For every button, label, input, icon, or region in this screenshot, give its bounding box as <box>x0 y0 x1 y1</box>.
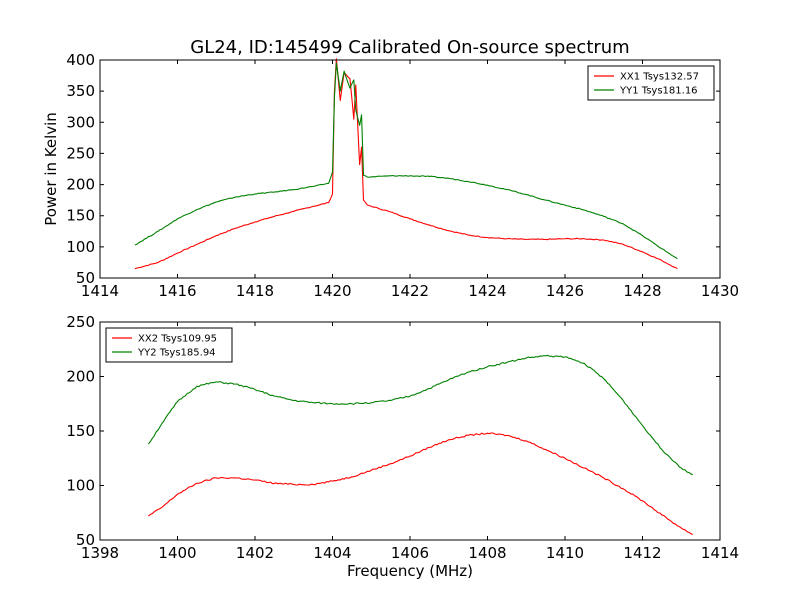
x-tick-label: 1422 <box>391 282 429 300</box>
x-tick-label: 1426 <box>546 282 584 300</box>
y-tick-label: 100 <box>66 477 95 495</box>
series-line-yy1 <box>134 62 678 260</box>
x-tick-label: 1414 <box>81 282 119 300</box>
y-tick-label: 350 <box>66 82 95 100</box>
figure-title: GL24, ID:145499 Calibrated On-source spe… <box>190 37 629 58</box>
y-tick-label: 150 <box>66 422 95 440</box>
legend-label: YY2 Tsys185.94 <box>137 348 216 359</box>
legend-box <box>587 65 715 101</box>
series-line-yy2 <box>148 354 694 476</box>
y-tick-label: 150 <box>66 207 95 225</box>
y-tick-label: 200 <box>66 176 95 194</box>
legend: XX1 Tsys132.57 YY1 Tsys181.16 <box>587 65 715 101</box>
y-tick-label: 50 <box>76 531 95 549</box>
bottom-spectrum-panel: 1398 1400 1402 1404 1406 1408 1410 1412 1414 50 10… <box>66 313 739 580</box>
y-tick-label: 400 <box>66 51 95 69</box>
x-tick-label: 1400 <box>158 544 196 562</box>
legend-label: XX2 Tsys109.95 <box>138 334 217 345</box>
x-tick-label: 1418 <box>236 282 274 300</box>
series-line-xx2 <box>148 432 694 536</box>
legend-box <box>105 327 233 363</box>
x-tick-label: 1420 <box>313 282 351 300</box>
x-tick-label: 1428 <box>623 282 661 300</box>
x-tick-label: 1424 <box>468 282 506 300</box>
x-tick-label: 1406 <box>391 544 429 562</box>
y-tick-label: 250 <box>66 313 95 331</box>
top-spectrum-panel: 1414 1416 1418 1420 1422 1424 1426 1428 1430 50 10… <box>42 51 739 300</box>
x-tick-label: 1414 <box>701 544 739 562</box>
legend-label: YY1 Tsys181.16 <box>619 86 698 97</box>
series-line-xx1 <box>134 58 678 270</box>
x-tick-label: 1408 <box>468 544 506 562</box>
x-tick-label: 1402 <box>236 544 274 562</box>
y-axis-label: Power in Kelvin <box>42 112 60 226</box>
y-tick-label: 50 <box>76 269 95 287</box>
legend-label: XX1 Tsys132.57 <box>620 72 699 83</box>
x-tick-label: 1416 <box>158 282 196 300</box>
x-tick-label: 1412 <box>623 544 661 562</box>
legend: XX2 Tsys109.95 YY2 Tsys185.94 <box>105 327 233 363</box>
y-tick-label: 300 <box>66 113 95 131</box>
x-tick-label: 1410 <box>546 544 584 562</box>
y-tick-label: 100 <box>66 238 95 256</box>
x-tick-label: 1404 <box>313 544 351 562</box>
x-tick-label: 1430 <box>701 282 739 300</box>
x-axis-label: Frequency (MHz) <box>347 562 473 580</box>
y-tick-label: 250 <box>66 144 95 162</box>
y-tick-label: 200 <box>66 368 95 386</box>
x-tick-label: 1398 <box>81 544 119 562</box>
